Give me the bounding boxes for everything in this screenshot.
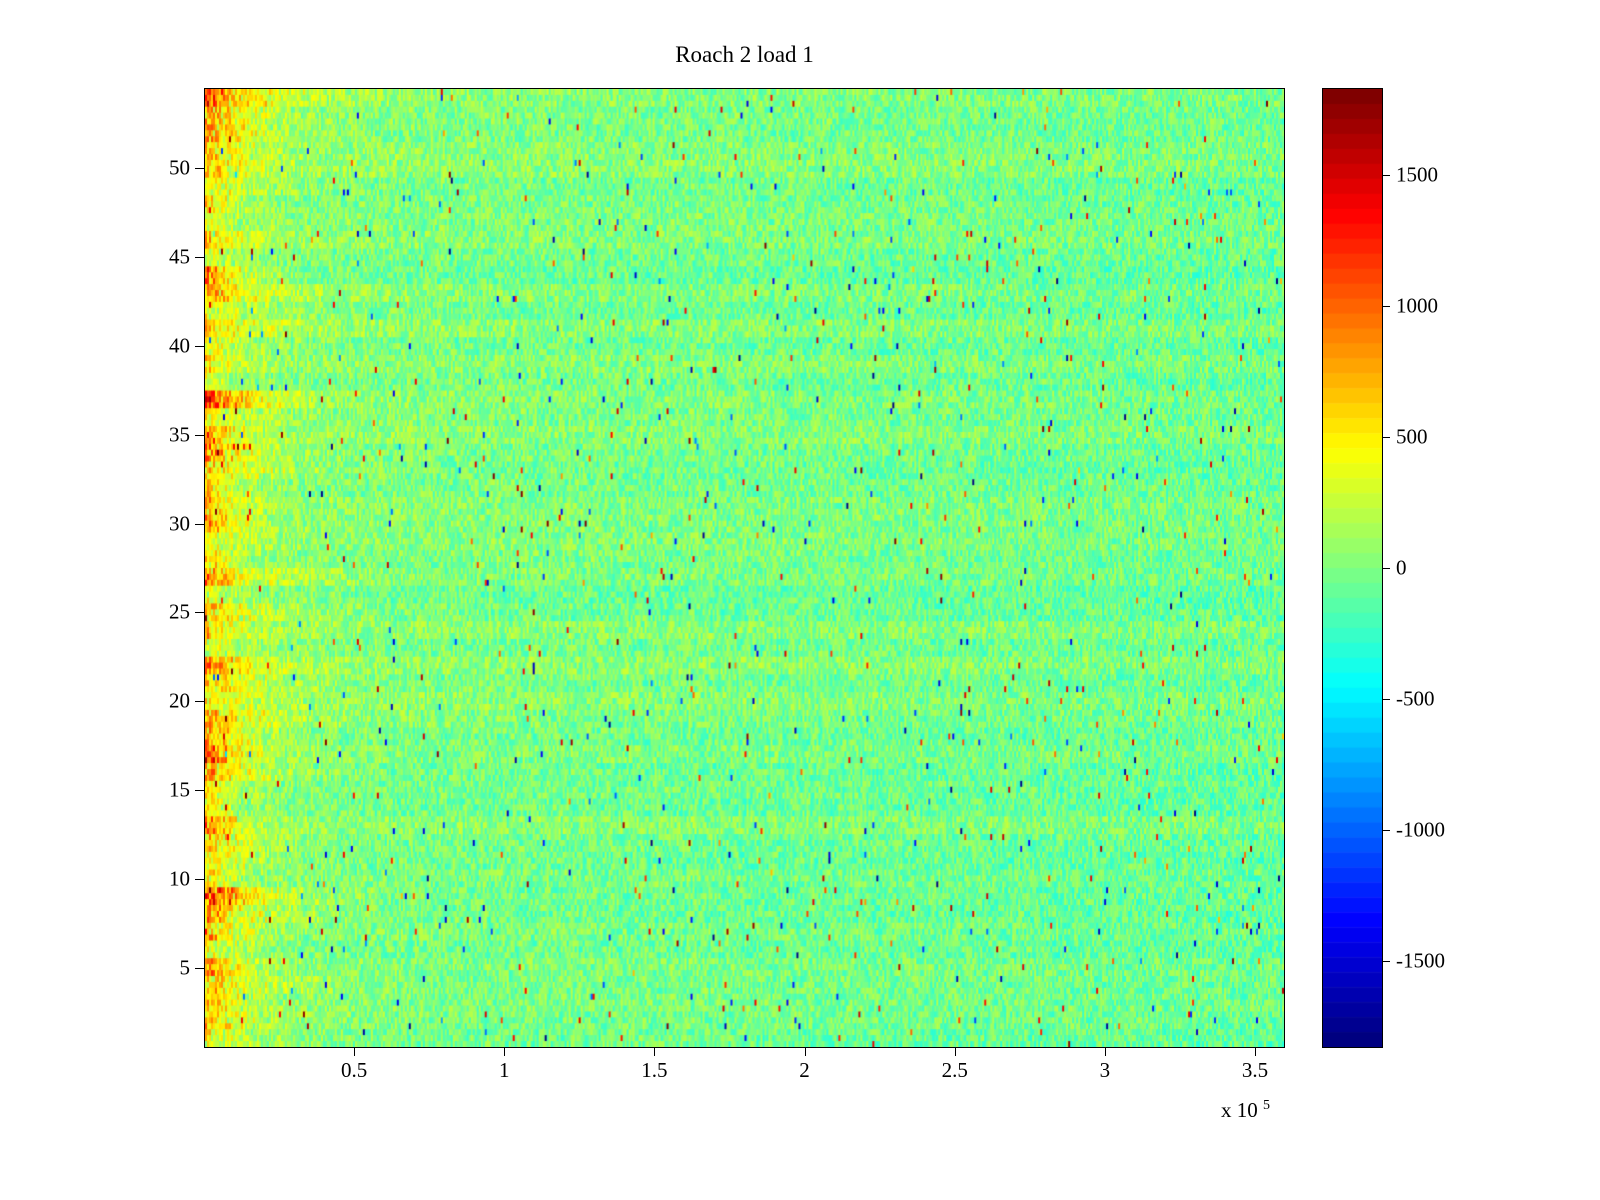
colorbar-canvas — [1323, 89, 1382, 1047]
colorbar-tick-mark — [1383, 699, 1390, 701]
x-tick-label: 2 — [799, 1058, 810, 1082]
x-tick-label: 0.5 — [341, 1058, 368, 1082]
colorbar-tick-mark — [1383, 174, 1390, 176]
colorbar-tick-label: 0 — [1396, 555, 1407, 580]
x-tick-label: 2.5 — [941, 1058, 968, 1082]
heatmap-plot — [204, 88, 1285, 1048]
colorbar-tick-label: -1500 — [1396, 948, 1445, 973]
y-tick-mark — [195, 790, 204, 792]
y-tick-label: 35 — [169, 422, 190, 447]
y-tick-label: 25 — [169, 599, 190, 624]
y-tick-label: 10 — [169, 866, 190, 891]
x-tick-mark — [354, 1048, 356, 1056]
y-tick-label: 30 — [169, 511, 190, 536]
x-tick-mark — [954, 1048, 956, 1056]
y-tick-mark — [195, 168, 204, 169]
y-tick-mark — [195, 345, 204, 347]
colorbar-tick-label: 1000 — [1396, 293, 1438, 318]
y-tick-label: 20 — [169, 688, 190, 713]
colorbar-tick-label: 1500 — [1396, 162, 1438, 187]
x-tick-label: 3.5 — [1241, 1058, 1269, 1082]
colorbar — [1322, 88, 1383, 1048]
y-tick-label: 40 — [169, 333, 190, 358]
y-tick-label: 5 — [179, 955, 191, 980]
y-tick-label: 50 — [169, 155, 190, 180]
x-scale-mantissa: x 10 — [1221, 1098, 1258, 1122]
y-tick-mark — [195, 968, 204, 969]
x-axis-scale-label: x 10 5 — [1170, 1098, 1270, 1123]
colorbar-tick-mark — [1383, 568, 1390, 569]
colorbar-tick-mark — [1383, 961, 1390, 963]
x-tick-mark — [654, 1048, 656, 1056]
x-tick-mark — [1104, 1048, 1106, 1056]
y-tick-mark — [195, 612, 204, 614]
x-tick-mark — [1254, 1048, 1256, 1056]
y-tick-label: 15 — [169, 777, 190, 802]
colorbar-tick-mark — [1383, 436, 1390, 438]
x-scale-exponent: 5 — [1263, 1098, 1270, 1113]
colorbar-tick-label: -1000 — [1396, 817, 1445, 842]
x-tick-mark — [504, 1048, 506, 1056]
colorbar-tick-label: 500 — [1396, 424, 1428, 449]
y-tick-mark — [195, 256, 204, 258]
heatmap-canvas — [205, 89, 1284, 1047]
y-tick-label: 45 — [169, 244, 190, 269]
y-tick-mark — [195, 701, 204, 703]
x-tick-label: 3 — [1099, 1058, 1111, 1082]
y-tick-mark — [195, 523, 204, 525]
colorbar-tick-label: -500 — [1396, 686, 1435, 711]
y-tick-mark — [195, 434, 204, 436]
colorbar-tick-mark — [1383, 305, 1390, 307]
colorbar-tick-mark — [1383, 830, 1390, 832]
x-tick-label: 1.5 — [641, 1058, 668, 1082]
chart-title: Roach 2 load 1 — [675, 42, 814, 67]
x-tick-label: 1 — [499, 1058, 510, 1082]
y-tick-mark — [195, 879, 204, 881]
x-tick-mark — [804, 1048, 806, 1056]
